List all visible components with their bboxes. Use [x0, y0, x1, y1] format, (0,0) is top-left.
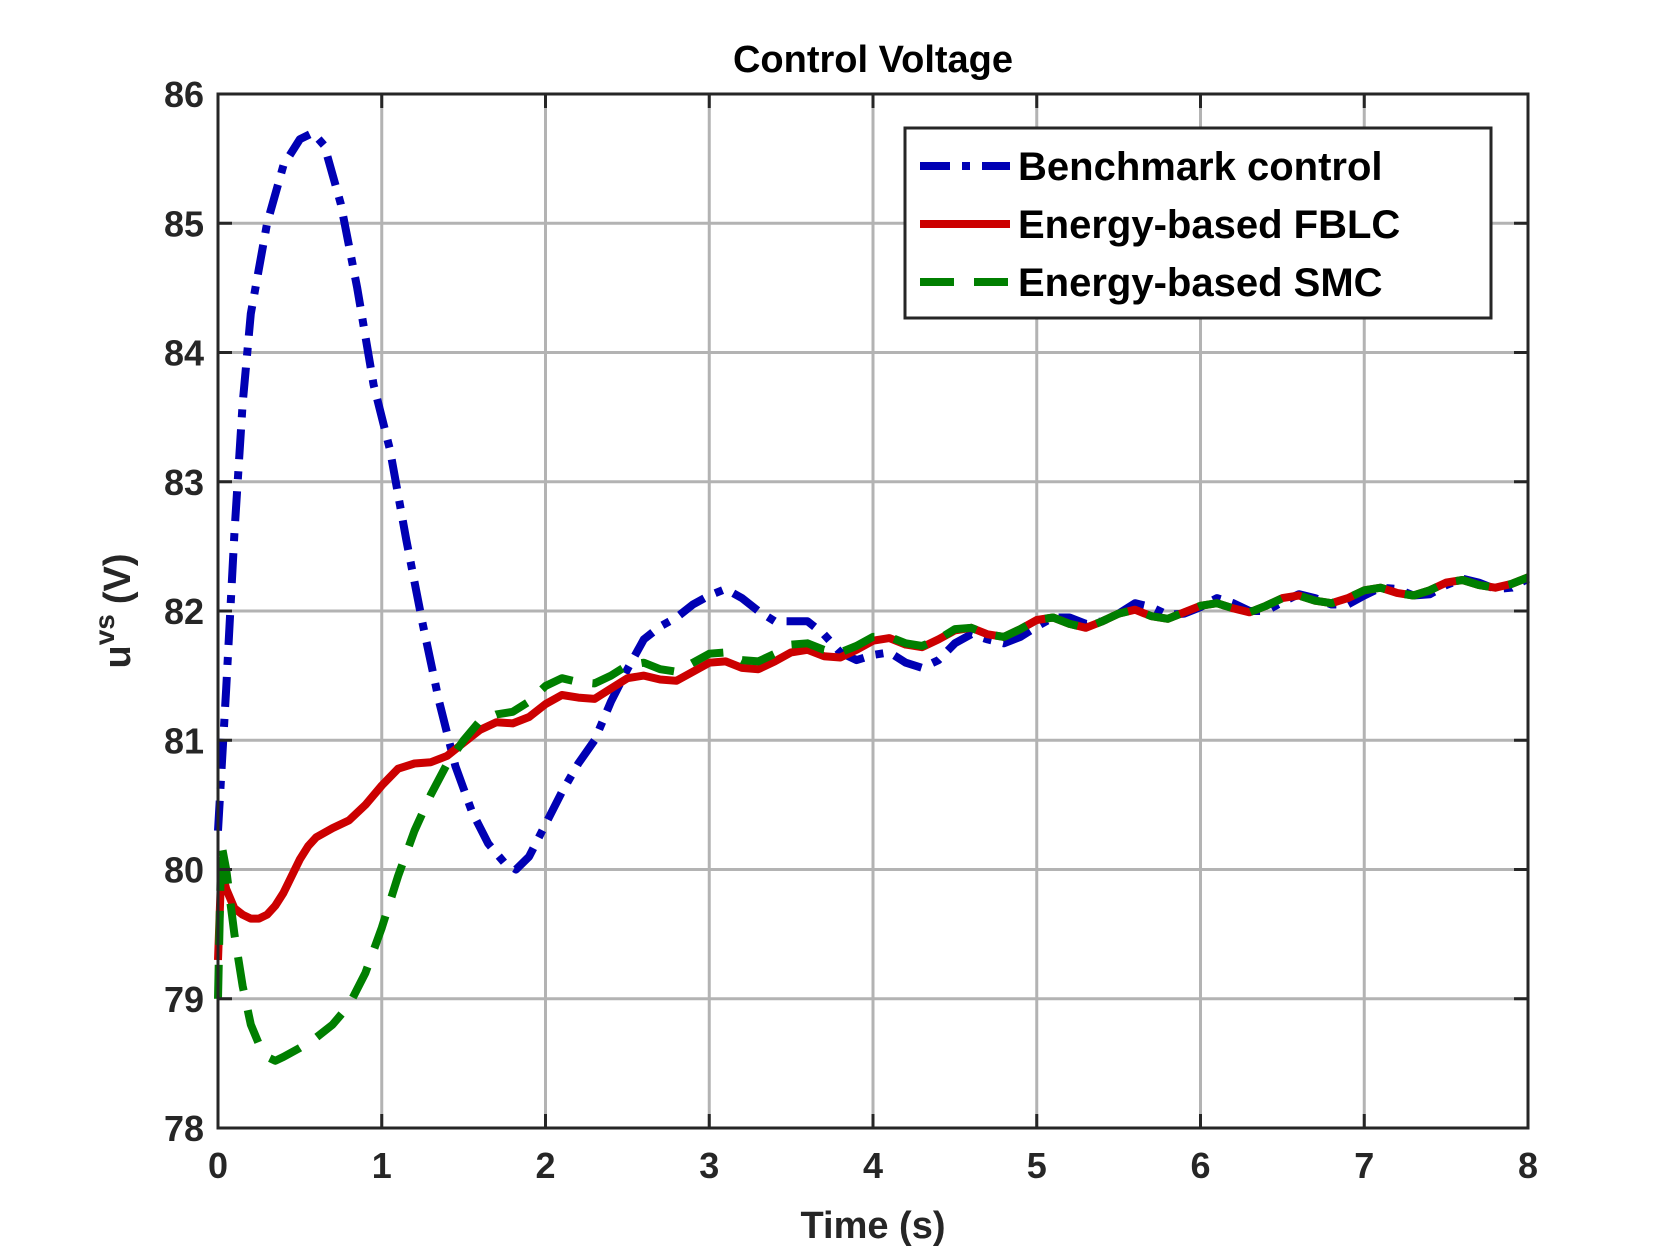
y-axis-label-main: u — [97, 645, 139, 668]
y-tick-label: 78 — [164, 1108, 204, 1149]
x-tick-label: 0 — [208, 1145, 228, 1186]
y-tick-label: 84 — [164, 333, 204, 374]
x-tick-label: 6 — [1190, 1145, 1210, 1186]
y-axis-label: uvs (V) — [89, 553, 139, 668]
series-line-2 — [214, 573, 1530, 961]
legend-label: Energy-based SMC — [1018, 261, 1383, 305]
y-tick-label: 79 — [164, 979, 204, 1020]
legend: Benchmark control Energy-based FBLC Energy… — [903, 126, 1493, 320]
y-tick-label: 83 — [164, 462, 204, 503]
legend-label: Energy-based FBLC — [1018, 203, 1400, 247]
x-tick-label: 8 — [1518, 1145, 1538, 1186]
y-tick-label: 80 — [164, 850, 204, 891]
series-layer — [214, 128, 1530, 1065]
legend-item-3: Energy-based SMC — [920, 261, 1383, 305]
y-tick-label: 81 — [164, 720, 204, 761]
x-tick-label: 1 — [372, 1145, 392, 1186]
legend-label: Benchmark control — [1018, 145, 1383, 189]
x-tick-label: 2 — [535, 1145, 555, 1186]
y-axis-label-unit: (V) — [97, 553, 139, 604]
y-tick-label: 86 — [164, 74, 204, 115]
x-axis-label: Time (s) — [800, 1205, 945, 1246]
y-axis-label-superscript: vs — [89, 614, 120, 645]
chart-title: Control Voltage — [733, 39, 1013, 81]
legend-item-2: Energy-based FBLC — [920, 203, 1400, 247]
x-tick-label: 7 — [1354, 1145, 1374, 1186]
y-tick-label: 82 — [164, 591, 204, 632]
y-tick-label: 85 — [164, 203, 204, 244]
x-tick-label: 3 — [699, 1145, 719, 1186]
x-tick-label: 4 — [863, 1145, 883, 1186]
legend-item-1: Benchmark control — [920, 145, 1383, 189]
x-tick-label: 5 — [1027, 1145, 1047, 1186]
